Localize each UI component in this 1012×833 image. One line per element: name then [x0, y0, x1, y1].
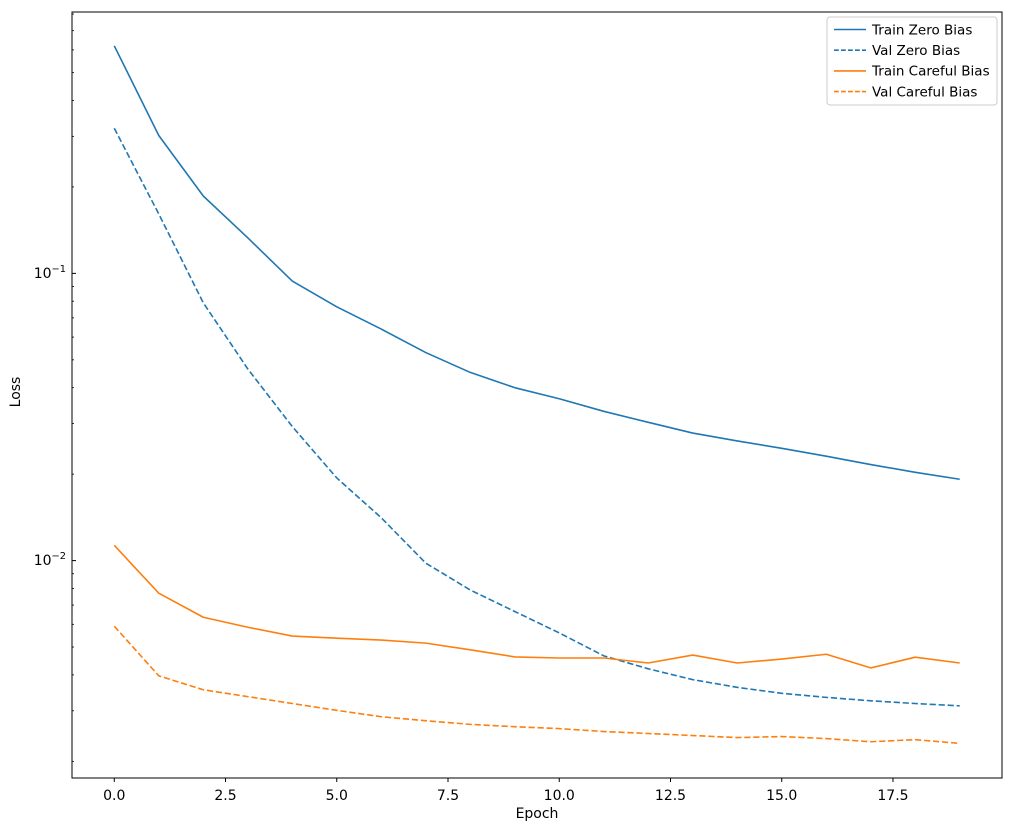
- x-tick-label: 2.5: [214, 788, 236, 804]
- plot-area: [71, 11, 1003, 779]
- x-tick-label: 15.0: [766, 788, 797, 804]
- x-tick-label: 12.5: [655, 788, 686, 804]
- x-axis-ticks: 0.0 2.5 5.0 7.5 10.0 12.5 15.0 17.5: [103, 778, 909, 804]
- x-axis-label: Epoch: [516, 806, 559, 822]
- legend-label-train-careful-bias: Train Careful Bias: [871, 64, 990, 80]
- y-axis-label: Loss: [8, 377, 24, 408]
- legend-label-train-zero-bias: Train Zero Bias: [871, 22, 972, 38]
- legend-label-val-careful-bias: Val Careful Bias: [872, 84, 977, 100]
- x-tick-label: 17.5: [877, 788, 908, 804]
- x-tick-label: 5.0: [326, 788, 348, 804]
- y-axis-minor-ticks: [72, 13, 74, 762]
- series-line-train-zero-bias: [113, 45, 960, 481]
- legend-box: Train Zero Bias Val Zero Bias Train Carefu…: [826, 16, 998, 106]
- legend-frame: [826, 16, 998, 106]
- y-tick-label: 10−2: [34, 551, 66, 569]
- series-line-val-zero-bias: [113, 127, 960, 707]
- x-tick-label: 0.0: [103, 788, 125, 804]
- x-tick-label: 7.5: [437, 788, 459, 804]
- x-tick-label: 10.0: [544, 788, 575, 804]
- series-line-train-careful-bias: [113, 544, 960, 669]
- series-line-val-careful-bias: [113, 625, 960, 745]
- y-tick-label: 10−1: [34, 264, 66, 282]
- series-lines: [113, 45, 960, 745]
- y-axis-major-ticks: 10−1 10−2: [34, 264, 76, 569]
- legend-label-val-zero-bias: Val Zero Bias: [872, 43, 960, 59]
